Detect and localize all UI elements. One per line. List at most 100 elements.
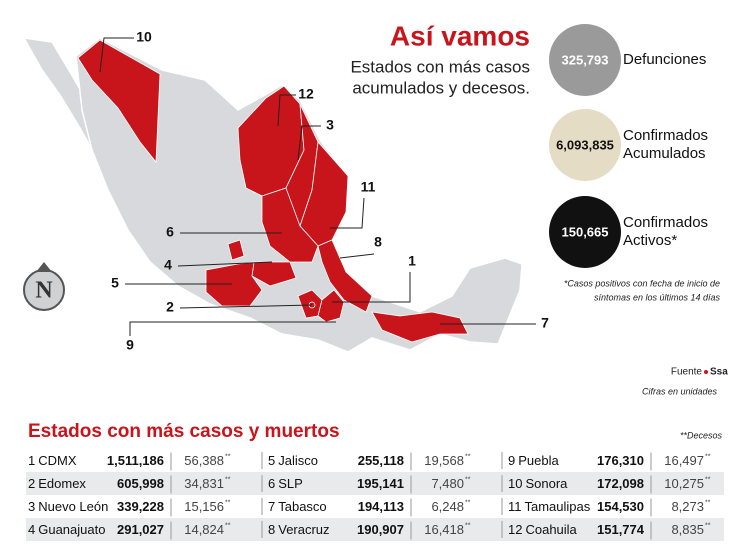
cases: 154,530 — [597, 499, 644, 514]
deaths-mark: ** — [465, 476, 471, 483]
cases: 291,027 — [117, 522, 164, 537]
deaths-mark: ** — [465, 453, 471, 460]
map-label: 10 — [136, 29, 152, 45]
leader-line — [297, 125, 321, 161]
source-name: Ssa — [710, 367, 728, 378]
rank: 10 — [508, 476, 522, 491]
stat-circle — [549, 196, 621, 268]
logo-letter: N — [35, 278, 53, 304]
state-jalisco-north — [227, 239, 245, 261]
deaths-mark: ** — [465, 499, 471, 506]
leader-line — [330, 197, 365, 229]
highlighted-states — [77, 39, 469, 343]
leader-line — [277, 94, 296, 127]
deaths: 19,568 — [424, 453, 464, 468]
state: CDMX — [38, 453, 77, 468]
rank: 5 — [268, 453, 275, 468]
leader-line — [99, 37, 134, 73]
state-sonora — [77, 39, 161, 164]
map-labels: 10 12 3 11 6 8 4 1 5 2 9 7 — [111, 29, 549, 353]
cases: 339,228 — [117, 499, 164, 514]
subtitle: acumulados y decesos. — [352, 78, 530, 97]
deaths-mark: ** — [225, 522, 231, 529]
deaths-mark: ** — [705, 499, 711, 506]
map-label: 8 — [374, 234, 382, 250]
stat-circle — [549, 109, 621, 181]
state: Jalisco — [278, 453, 318, 468]
table: 1 CDMX 1,511,186 56,388 **2 Edomex 605,998 34,8… — [26, 452, 724, 541]
leader-lines — [99, 37, 536, 336]
rank: 6 — [268, 476, 275, 491]
stat-label: Confirmados — [623, 127, 708, 144]
leader-line — [339, 253, 375, 259]
note: síntomas en los últimos 14 días — [594, 292, 721, 302]
leader-line — [332, 272, 411, 303]
deaths: 15,156 — [184, 499, 224, 514]
rank: 2 — [28, 476, 35, 491]
table-title: Estados con más casos y muertos — [28, 421, 340, 442]
cases: 172,098 — [597, 476, 644, 491]
stat-value: 150,665 — [562, 224, 609, 239]
deaths: 8,273 — [671, 499, 704, 514]
map-label: 4 — [164, 257, 172, 273]
deaths: 10,275 — [664, 476, 704, 491]
cases: 605,998 — [117, 476, 164, 491]
deaths: 16,497 — [664, 453, 704, 468]
source-dot — [704, 370, 708, 374]
state-slp — [261, 187, 319, 263]
title: Así vamos — [390, 20, 530, 51]
leader-line — [129, 321, 336, 336]
stat-label: Acumulados — [623, 145, 706, 162]
rank: 7 — [268, 499, 275, 514]
deaths-mark: ** — [225, 499, 231, 506]
deaths-mark: ** — [705, 476, 711, 483]
map-label: 3 — [326, 117, 334, 133]
leader-line — [177, 261, 273, 267]
deaths-mark: ** — [465, 522, 471, 529]
state-tabasco — [371, 311, 469, 343]
rank: 11 — [508, 499, 522, 514]
stat-value: 325,793 — [562, 52, 609, 67]
deaths: 34,831 — [184, 476, 224, 491]
cases: 151,774 — [597, 522, 645, 537]
deaths-mark: ** — [705, 453, 711, 460]
source-label: Fuente — [671, 367, 703, 378]
subtitle: Estados con más casos — [350, 57, 530, 76]
deaths-mark: ** — [225, 453, 231, 460]
cases: 194,113 — [358, 499, 404, 514]
deaths: 6,248 — [431, 499, 464, 514]
logo-arrow — [36, 262, 52, 272]
cases: 190,907 — [357, 522, 404, 537]
map-label: 2 — [166, 299, 174, 315]
state: Guanajuato — [38, 522, 105, 537]
state: Veracruz — [278, 522, 329, 537]
map-label: 6 — [166, 224, 174, 240]
map-label: 5 — [111, 275, 119, 291]
stats: 325,793 Defunciones6,093,835ConfirmadosAc… — [549, 24, 708, 268]
stat-label: Confirmados — [623, 214, 708, 231]
state-veracruz — [317, 239, 373, 313]
row-band — [26, 472, 724, 495]
state: Tamaulipas — [525, 499, 591, 514]
units-note: Cifras en unidades — [642, 386, 718, 396]
deaths: 8,835 — [671, 522, 704, 537]
cases: 195,141 — [357, 476, 404, 491]
deaths-mark: ** — [705, 522, 711, 529]
leader-line — [179, 304, 313, 309]
deaths: 56,388 — [184, 453, 224, 468]
deaths: 14,824 — [184, 522, 224, 537]
stat-circle — [549, 24, 621, 96]
stat-label: Activos* — [623, 232, 677, 249]
stat-value: 6,093,835 — [556, 137, 614, 152]
state-puebla — [317, 289, 345, 323]
state: SLP — [278, 476, 303, 491]
table-legend: **Decesos — [680, 430, 723, 440]
state: Puebla — [518, 453, 559, 468]
map-label: 9 — [126, 337, 134, 353]
state: Sonora — [525, 476, 568, 491]
state: Edomex — [38, 476, 86, 491]
rank: 8 — [268, 522, 275, 537]
cases: 1,511,186 — [107, 453, 164, 468]
